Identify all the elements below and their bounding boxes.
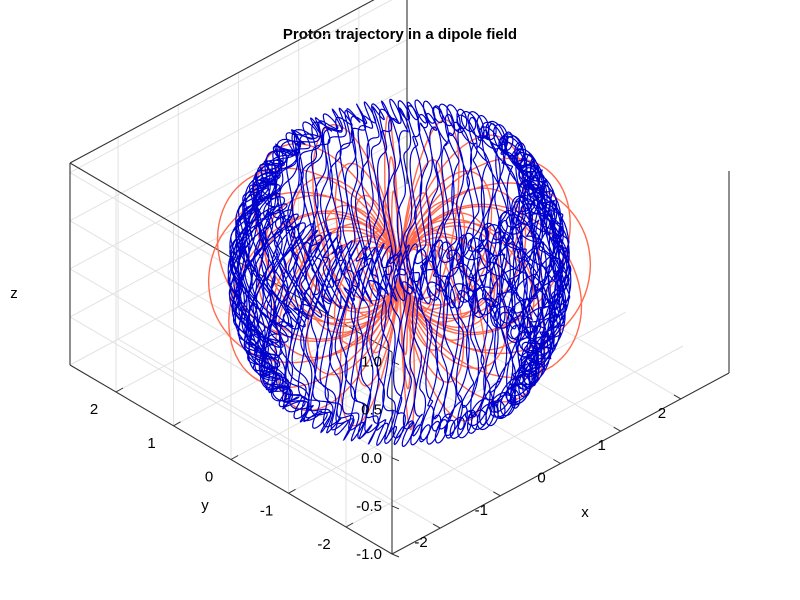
x-tick: [553, 459, 561, 464]
field-line: [257, 212, 401, 340]
proton-trajectory: [227, 98, 572, 448]
field-line: [383, 115, 401, 316]
field-line: [299, 230, 401, 321]
wall-gridline-z: [69, 39, 408, 222]
y-tick-label: 0: [205, 469, 213, 486]
x-tick: [613, 426, 621, 432]
tick-labels: -2 -1 0 1 2 -2 -1 0 1 2 -1.0 -0.5 0.0 0.5 1.0: [90, 354, 666, 563]
y-axis-label: y: [201, 497, 209, 514]
field-line: [339, 229, 401, 427]
floor-gridline-y: [288, 311, 626, 494]
field-line: [398, 203, 583, 379]
proton-trajectory-line: [227, 98, 572, 448]
z-tick-label: 0.0: [361, 450, 382, 467]
x-tick: [493, 491, 501, 497]
z-tick-label: -0.5: [356, 498, 382, 515]
z-axis-label: z: [10, 285, 18, 302]
y-tick-label: 2: [90, 401, 98, 418]
wall-gridline-z: [69, 316, 393, 507]
floor-gridline-y: [345, 345, 684, 528]
chart-title: Proton trajectory in a dipole field: [283, 26, 517, 43]
x-tick-label: 1: [598, 437, 606, 454]
z-tick: [391, 553, 400, 558]
x-tick: [432, 523, 441, 529]
y-tick: [345, 522, 354, 528]
y-tick-label: -1: [260, 502, 273, 519]
y-tick: [230, 455, 239, 460]
box-edge: [69, 0, 375, 164]
y-tick-label: -2: [317, 536, 330, 553]
field-line: [398, 157, 571, 336]
z-tick-label: 1.0: [361, 354, 382, 371]
x-tick-label: -2: [414, 534, 427, 551]
y-tick: [173, 421, 181, 427]
field-line: [398, 119, 460, 317]
z-tick: [391, 457, 400, 462]
y-tick-label: 1: [147, 435, 155, 452]
wall-gridline-z: [69, 0, 393, 174]
x-tick-label: 2: [658, 405, 666, 422]
y-tick: [115, 387, 124, 393]
x-tick: [673, 394, 682, 400]
z-tick-label: -1.0: [356, 546, 382, 563]
z-tick-label: 0.5: [361, 402, 382, 419]
z-tick: [391, 505, 400, 510]
x-tick-label: 0: [537, 470, 545, 487]
x-tick-label: -1: [475, 502, 488, 519]
y-tick: [288, 488, 296, 494]
x-axis-label: x: [581, 504, 589, 521]
